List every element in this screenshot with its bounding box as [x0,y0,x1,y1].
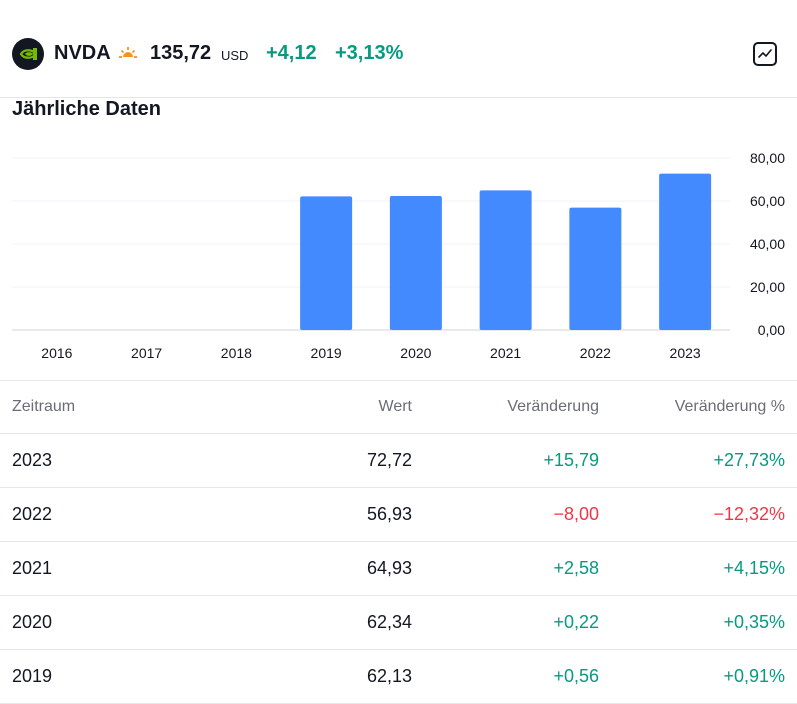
x-tick-label: 2020 [400,345,431,361]
bar-2023 [659,173,712,330]
y-tick-label: 40,00 [750,236,785,252]
y-tick-label: 80,00 [750,150,785,166]
column-header-value: Wert [378,398,412,415]
cell-change: +0,22 [553,612,599,632]
table-header-row: Zeitraum Wert Veränderung Veränderung % [0,381,797,434]
table-row: 2021 64,93 +2,58 +4,15% [0,542,797,596]
currency-label: USD [221,48,249,63]
annual-bar-chart: 0,00 20,00 40,00 60,00 80,00 2016 2017 2018 2019… [12,150,785,361]
cell-change-percent: +27,73% [713,450,785,470]
last-price: 135,72 [150,42,212,64]
cell-period: 2021 [12,558,53,578]
cell-value: 56,93 [366,504,412,524]
cell-change-percent: +0,35% [723,612,785,632]
price-change: +4,12 [266,42,317,64]
bar-2021 [479,190,532,330]
x-tick-label: 2017 [131,345,162,361]
cell-change-percent: +0,91% [723,666,785,686]
table-row: 2023 72,72 +15,79 +27,73% [0,434,797,488]
chart-button[interactable] [753,42,777,66]
cell-value: 62,13 [366,666,412,686]
cell-period: 2019 [12,666,53,686]
x-tick-label: 2019 [311,345,342,361]
x-tick-label: 2018 [221,345,252,361]
nvidia-logo-icon [12,38,44,70]
price-change-percent: +3,13% [335,42,404,64]
y-tick-label: 0,00 [758,322,785,338]
symbol-header: NVDA 135,72 USD +4,12 +3,13% [0,0,797,98]
cell-period: 2022 [12,504,53,524]
bar-2022 [569,207,622,330]
line-chart-icon [758,49,772,58]
ticker-symbol[interactable]: NVDA [54,42,111,64]
cell-value: 64,93 [366,558,412,578]
column-header-period: Zeitraum [12,398,76,415]
bar-2019 [300,196,353,330]
y-tick-label: 60,00 [750,193,785,209]
cell-change: +15,79 [543,450,599,470]
y-tick-label: 20,00 [750,279,785,295]
table-row: 2020 62,34 +0,22 +0,35% [0,596,797,650]
annual-data-table: Zeitraum Wert Veränderung Veränderung % … [0,380,797,704]
table-row: 2019 62,13 +0,56 +0,91% [0,650,797,704]
cell-change: +2,58 [553,558,599,578]
table-row: 2022 56,93 −8,00 −12,32% [0,488,797,542]
x-tick-label: 2022 [580,345,611,361]
sun-icon [118,44,138,64]
cell-period: 2023 [12,450,53,470]
x-tick-label: 2021 [490,345,521,361]
cell-value: 72,72 [366,450,412,470]
cell-change-percent: −12,32% [713,504,785,524]
column-header-change-percent: Veränderung % [674,398,785,415]
cell-period: 2020 [12,612,53,632]
bar-2020 [389,195,442,330]
x-tick-label: 2016 [41,345,72,361]
section-title: Jährliche Daten [12,98,161,120]
x-tick-label: 2023 [670,345,701,361]
cell-change: −8,00 [553,504,599,524]
column-header-change: Veränderung [507,398,599,415]
cell-change-percent: +4,15% [723,558,785,578]
cell-change: +0,56 [553,666,599,686]
cell-value: 62,34 [366,612,412,632]
